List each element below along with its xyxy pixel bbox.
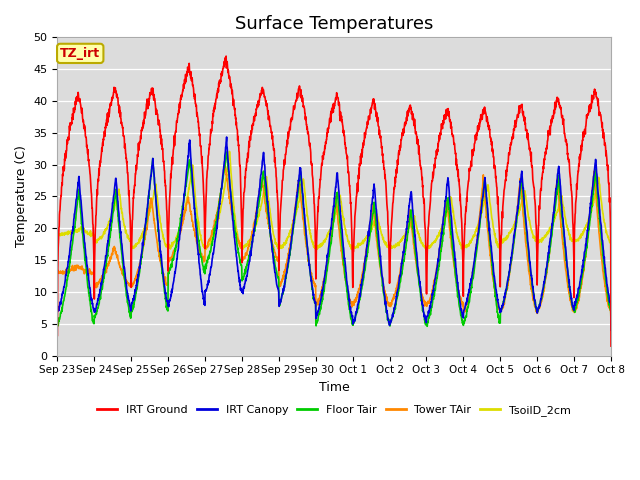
Tower TAir	[495, 305, 503, 311]
IRT Canopy	[495, 305, 503, 311]
IRT Canopy	[574, 291, 582, 297]
Line: Tower TAir: Tower TAir	[58, 163, 611, 324]
Floor Tair	[208, 241, 216, 247]
Tower TAir	[362, 246, 370, 252]
Tower TAir	[607, 321, 615, 327]
IRT Ground	[208, 128, 216, 134]
IRT Ground	[607, 343, 615, 349]
Floor Tair	[607, 327, 615, 333]
TsoilD_2cm	[208, 237, 216, 242]
Line: TsoilD_2cm: TsoilD_2cm	[58, 151, 611, 260]
IRT Canopy	[351, 317, 358, 323]
IRT Ground	[574, 173, 582, 179]
Tower TAir	[351, 299, 358, 305]
IRT Canopy	[362, 246, 370, 252]
Tower TAir	[574, 300, 582, 305]
IRT Ground	[362, 126, 370, 132]
TsoilD_2cm	[226, 148, 234, 154]
IRT Ground	[495, 226, 503, 232]
TsoilD_2cm	[559, 198, 566, 204]
Tower TAir	[54, 269, 61, 275]
IRT Ground	[54, 333, 61, 338]
Tower TAir	[559, 236, 566, 241]
Floor Tair	[362, 257, 370, 263]
TsoilD_2cm	[607, 257, 615, 263]
Tower TAir	[221, 160, 228, 166]
IRT Canopy	[223, 134, 230, 140]
Line: IRT Canopy: IRT Canopy	[58, 137, 611, 330]
IRT Canopy	[208, 260, 216, 266]
IRT Ground	[351, 227, 358, 232]
Floor Tair	[351, 317, 358, 323]
Tower TAir	[208, 228, 216, 234]
Legend: IRT Ground, IRT Canopy, Floor Tair, Tower TAir, TsoilD_2cm: IRT Ground, IRT Canopy, Floor Tair, Towe…	[93, 400, 575, 420]
Line: IRT Ground: IRT Ground	[58, 56, 611, 346]
IRT Ground	[559, 113, 566, 119]
TsoilD_2cm	[54, 232, 61, 238]
Floor Tair	[54, 322, 61, 327]
Line: Floor Tair: Floor Tair	[58, 152, 611, 330]
TsoilD_2cm	[351, 244, 358, 250]
IRT Ground	[222, 53, 230, 59]
Title: Surface Temperatures: Surface Temperatures	[235, 15, 433, 33]
Text: TZ_irt: TZ_irt	[60, 47, 100, 60]
TsoilD_2cm	[495, 245, 503, 251]
X-axis label: Time: Time	[319, 381, 349, 394]
Floor Tair	[495, 320, 503, 326]
Floor Tair	[559, 216, 566, 222]
TsoilD_2cm	[362, 235, 370, 241]
Floor Tair	[223, 149, 230, 155]
TsoilD_2cm	[574, 238, 582, 244]
Floor Tair	[574, 298, 582, 303]
Y-axis label: Temperature (C): Temperature (C)	[15, 145, 28, 247]
IRT Canopy	[54, 307, 61, 312]
IRT Canopy	[559, 209, 566, 215]
IRT Canopy	[607, 327, 615, 333]
